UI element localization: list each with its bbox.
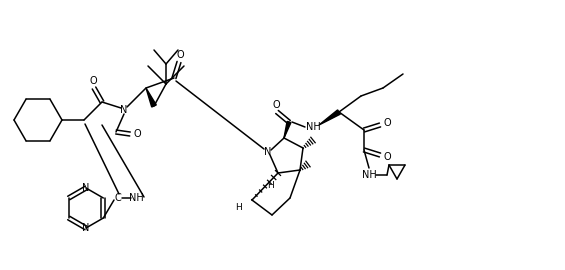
Text: NH: NH — [306, 122, 320, 132]
Text: NH: NH — [362, 170, 376, 180]
Text: N: N — [82, 183, 90, 193]
Text: N: N — [82, 223, 90, 233]
Text: O: O — [383, 152, 391, 162]
Text: O: O — [272, 100, 280, 110]
Text: O: O — [383, 118, 391, 128]
Text: O: O — [176, 50, 184, 60]
Text: H: H — [234, 204, 241, 212]
Polygon shape — [319, 110, 340, 125]
Text: NH: NH — [129, 193, 144, 203]
Text: O: O — [89, 76, 97, 86]
Text: O: O — [133, 129, 141, 139]
Polygon shape — [284, 122, 291, 138]
Polygon shape — [146, 88, 157, 107]
Text: C: C — [115, 193, 121, 203]
Text: N: N — [120, 105, 128, 115]
Text: H: H — [267, 181, 273, 190]
Text: N: N — [264, 147, 272, 157]
